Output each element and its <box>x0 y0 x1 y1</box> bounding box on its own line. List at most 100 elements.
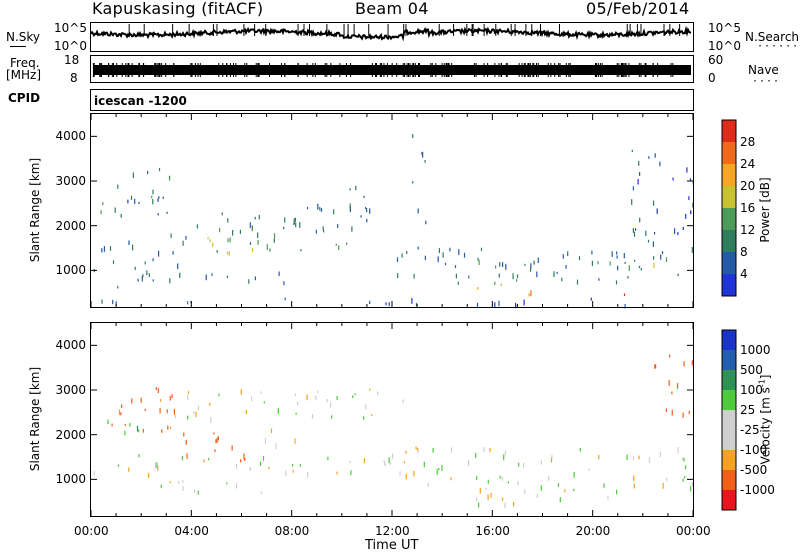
heat-cell <box>478 259 480 265</box>
heat-cell <box>226 482 228 485</box>
heat-cell <box>436 469 438 475</box>
heat-cell <box>333 209 335 215</box>
heat-cell <box>251 225 253 231</box>
heat-cell <box>196 224 198 229</box>
heat-cell <box>623 253 625 259</box>
colorbar-segment <box>722 330 736 350</box>
heat-cell <box>300 249 302 252</box>
heat-cell <box>515 302 517 309</box>
heat-cell <box>590 297 592 301</box>
heat-cell <box>477 257 479 261</box>
heat-cell <box>607 495 609 500</box>
power-colorbar-tick: 20 <box>740 179 756 193</box>
heat-cell <box>504 450 506 456</box>
heat-cell <box>183 432 185 437</box>
heat-cell <box>548 476 550 481</box>
heat-cell <box>243 453 245 460</box>
velocity-colorbar-tick: 25 <box>740 403 756 417</box>
heat-cell <box>638 455 640 460</box>
heat-cell <box>227 238 229 243</box>
heat-cell <box>485 487 487 490</box>
heat-cell <box>688 410 690 415</box>
heat-cell <box>364 206 367 209</box>
heat-cell <box>498 273 500 276</box>
y-tick-label: 2000 <box>55 427 86 442</box>
heat-cell <box>624 304 626 309</box>
nsearch-legend-dots: ······ <box>757 41 800 52</box>
heat-cell <box>156 461 159 467</box>
heat-cell <box>197 490 199 495</box>
heat-cell <box>117 464 120 467</box>
cpid-label: CPID <box>8 91 41 105</box>
heat-cell <box>236 463 238 469</box>
power-colorbar-tick: 24 <box>740 157 756 171</box>
heat-cell <box>653 200 655 206</box>
heat-cell <box>299 222 301 228</box>
heat-cell <box>512 273 514 280</box>
heat-cell <box>132 172 134 179</box>
power-colorbar <box>721 119 737 297</box>
heat-cell <box>437 256 439 263</box>
heat-cell <box>107 419 109 424</box>
heat-cell <box>540 459 542 465</box>
heat-cell <box>369 388 371 391</box>
heat-cell <box>392 453 394 459</box>
velocity-heatmap <box>93 354 694 509</box>
heat-cell <box>413 273 415 279</box>
heat-cell <box>158 167 161 172</box>
heat-cell <box>323 229 325 233</box>
heat-cell <box>157 198 159 202</box>
heat-cell <box>617 265 619 271</box>
heat-cell <box>120 213 122 218</box>
heat-cell <box>653 262 655 268</box>
power-colorbar-tick: 8 <box>740 245 748 259</box>
heat-cell <box>124 423 126 426</box>
heat-cell <box>561 277 563 282</box>
heat-cell <box>682 457 684 461</box>
heat-cell <box>676 383 679 389</box>
heat-cell <box>475 453 477 458</box>
heat-cell <box>117 184 119 189</box>
heat-cell <box>425 220 427 225</box>
heat-cell <box>181 456 183 461</box>
velocity-panel-frame <box>90 322 694 517</box>
heat-cell <box>221 212 223 216</box>
heat-cell <box>389 462 391 465</box>
heat-cell <box>315 395 317 401</box>
heat-cell <box>187 301 189 305</box>
heat-cell <box>306 206 309 210</box>
heat-cell <box>260 491 262 494</box>
heat-cell <box>468 460 470 466</box>
heat-cell <box>616 489 618 495</box>
heat-cell <box>388 302 390 307</box>
heat-cell <box>383 460 385 463</box>
heat-cell <box>226 251 228 255</box>
power-colorbar-tick: 4 <box>740 267 748 281</box>
heat-cell <box>396 257 399 262</box>
heat-cell <box>128 240 130 245</box>
heat-cell <box>299 464 301 467</box>
heat-cell <box>292 469 294 473</box>
heat-cell <box>499 262 501 267</box>
nsearch-label: N.Search <box>745 30 800 44</box>
heat-cell <box>194 489 196 493</box>
nsky-tick-bottom: 10^0 <box>54 39 87 53</box>
heat-cell <box>352 395 354 398</box>
heat-cell <box>633 456 635 461</box>
heat-cell <box>427 482 429 487</box>
heat-cell <box>517 481 519 486</box>
heat-cell <box>326 399 328 403</box>
heat-cell <box>438 248 440 253</box>
velocity-colorbar-tick: -25 <box>740 423 760 437</box>
heat-cell <box>157 465 159 471</box>
heat-cell <box>284 217 286 223</box>
heat-cell <box>659 451 662 457</box>
heat-cell <box>573 471 575 478</box>
heat-cell <box>476 476 478 480</box>
heat-cell <box>626 454 628 460</box>
heat-cell <box>455 273 457 279</box>
heat-cell <box>559 497 561 503</box>
heat-cell <box>295 412 297 415</box>
heat-cell <box>158 196 160 199</box>
heat-cell <box>283 226 285 230</box>
